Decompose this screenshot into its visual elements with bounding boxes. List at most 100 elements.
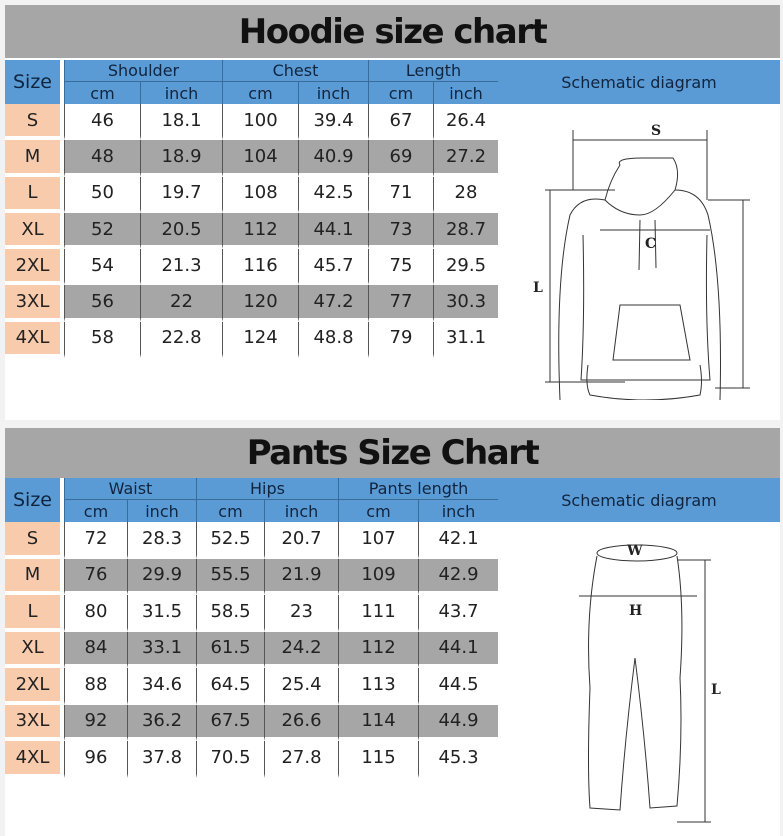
table-cell: 72 bbox=[64, 522, 127, 559]
unit-header: inch bbox=[298, 82, 368, 104]
table-cell: 44.9 bbox=[418, 704, 498, 741]
size-cell: 3XL bbox=[5, 285, 60, 322]
table-cell: 23 bbox=[264, 595, 338, 632]
unit-header: inch bbox=[127, 500, 196, 522]
table-cell: 55.5 bbox=[196, 558, 264, 595]
table-cell: 107 bbox=[338, 522, 418, 559]
row-gap bbox=[60, 104, 64, 141]
size-cell: 4XL bbox=[5, 321, 60, 359]
size-cell: L bbox=[5, 595, 60, 632]
size-cell: 4XL bbox=[5, 741, 60, 778]
table-cell: 26.6 bbox=[264, 704, 338, 741]
table-cell: 48.8 bbox=[298, 321, 368, 359]
table-cell: 28.7 bbox=[433, 212, 498, 250]
unit-header: cm bbox=[64, 82, 140, 104]
unit-header: cm bbox=[368, 82, 433, 104]
table-cell: 113 bbox=[338, 668, 418, 705]
table-cell: 22.8 bbox=[140, 321, 222, 359]
unit-header: cm bbox=[338, 500, 418, 522]
group-header: Length bbox=[368, 60, 498, 82]
header-gap bbox=[60, 60, 64, 104]
table-cell: 69 bbox=[368, 140, 433, 177]
table-cell: 39.4 bbox=[298, 104, 368, 141]
table-cell: 88 bbox=[64, 668, 127, 705]
unit-header: inch bbox=[140, 82, 222, 104]
unit-header: inch bbox=[418, 500, 498, 522]
row-gap bbox=[60, 249, 64, 286]
table-cell: 42.9 bbox=[418, 558, 498, 595]
row-gap bbox=[60, 559, 64, 595]
table-cell: 25.4 bbox=[264, 668, 338, 705]
table-cell: 109 bbox=[338, 558, 418, 595]
table-cell: 58 bbox=[64, 321, 140, 359]
table-cell: 61.5 bbox=[196, 631, 264, 668]
header-gap bbox=[60, 478, 64, 522]
pants-title: Pants Size Chart bbox=[5, 428, 780, 478]
size-cell: L bbox=[5, 176, 60, 213]
table-cell: 42.5 bbox=[298, 176, 368, 213]
unit-header: cm bbox=[222, 82, 298, 104]
table-cell: 52 bbox=[64, 212, 140, 250]
row-gap bbox=[60, 705, 64, 741]
table-cell: 37.8 bbox=[127, 741, 196, 778]
table-cell: 100 bbox=[222, 104, 298, 141]
row-gap bbox=[60, 177, 64, 213]
table-cell: 44.1 bbox=[298, 212, 368, 250]
table-cell: 18.1 bbox=[140, 104, 222, 141]
table-cell: 116 bbox=[222, 249, 298, 286]
table-cell: 19.7 bbox=[140, 176, 222, 213]
table-cell: 28.3 bbox=[127, 522, 196, 559]
table-cell: 104 bbox=[222, 140, 298, 177]
table-cell: 77 bbox=[368, 285, 433, 322]
table-cell: 112 bbox=[222, 212, 298, 250]
group-header: Waist bbox=[64, 478, 196, 500]
row-gap bbox=[60, 595, 64, 632]
pants-section: Pants Size Chart Size Waist Hips Pants leng… bbox=[5, 428, 780, 836]
table-cell: 75 bbox=[368, 249, 433, 286]
table-cell: 26.4 bbox=[433, 104, 498, 141]
table-cell: 31.5 bbox=[127, 595, 196, 632]
group-header: Chest bbox=[222, 60, 368, 82]
size-cell: 2XL bbox=[5, 668, 60, 705]
table-cell: 29.5 bbox=[433, 249, 498, 286]
row-gap bbox=[60, 741, 64, 778]
table-cell: 84 bbox=[64, 631, 127, 668]
pants-diagram: W H L bbox=[579, 543, 721, 823]
row-gap bbox=[60, 140, 64, 177]
table-cell: 20.7 bbox=[264, 522, 338, 559]
size-cell: S bbox=[5, 104, 60, 141]
pants-label-l: L bbox=[711, 682, 721, 698]
table-cell: 28 bbox=[433, 176, 498, 213]
table-cell: 40.9 bbox=[298, 140, 368, 177]
table-cell: 52.5 bbox=[196, 522, 264, 559]
table-cell: 50 bbox=[64, 176, 140, 213]
hoodie-label-s: S bbox=[651, 123, 661, 139]
size-cell: 3XL bbox=[5, 704, 60, 741]
table-cell: 67.5 bbox=[196, 704, 264, 741]
row-gap bbox=[60, 322, 64, 359]
size-header: Size bbox=[5, 60, 60, 104]
table-cell: 112 bbox=[338, 631, 418, 668]
row-gap bbox=[60, 213, 64, 250]
row-gap bbox=[60, 285, 64, 322]
table-cell: 29.9 bbox=[127, 558, 196, 595]
pants-size-table: Size Waist Hips Pants length cm inch cm inch cm i… bbox=[5, 478, 498, 778]
size-cell: XL bbox=[5, 631, 60, 668]
table-cell: 70.5 bbox=[196, 741, 264, 778]
hoodie-label-l: L bbox=[533, 280, 543, 296]
table-cell: 48 bbox=[64, 140, 140, 177]
hoodie-label-c: C bbox=[645, 236, 656, 252]
size-header: Size bbox=[5, 478, 60, 522]
table-cell: 33.1 bbox=[127, 631, 196, 668]
table-cell: 96 bbox=[64, 741, 127, 778]
table-cell: 36.2 bbox=[127, 704, 196, 741]
unit-header: inch bbox=[433, 82, 498, 104]
group-header: Hips bbox=[196, 478, 338, 500]
table-cell: 114 bbox=[338, 704, 418, 741]
table-cell: 24.2 bbox=[264, 631, 338, 668]
table-cell: 27.2 bbox=[433, 140, 498, 177]
pants-label-h: H bbox=[629, 603, 642, 619]
table-cell: 67 bbox=[368, 104, 433, 141]
unit-header: cm bbox=[64, 500, 127, 522]
table-cell: 64.5 bbox=[196, 668, 264, 705]
